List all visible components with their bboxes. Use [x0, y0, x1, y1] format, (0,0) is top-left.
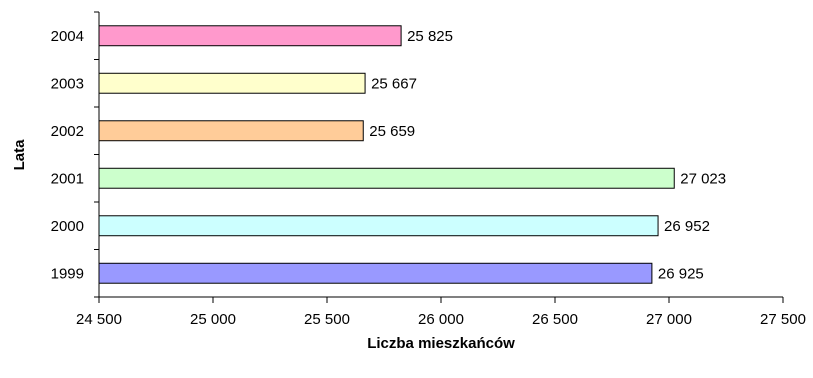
bars-group: 26 925 26 952 27 023 25 659 25 667 25 825 [98, 25, 726, 284]
bar-2002 [98, 120, 364, 142]
axes-group [98, 12, 783, 298]
bar-2001 [98, 167, 675, 189]
x-tick-label-25000: 25 000 [190, 311, 236, 328]
y-tick-label-1999: 1999 [51, 265, 84, 282]
y-ticks-group: 1999 2000 2001 2002 2003 2004 [51, 11, 99, 298]
bar-2003 [98, 72, 366, 94]
y-tick-label-2001: 2001 [51, 170, 84, 187]
data-label-2000: 26 952 [664, 218, 710, 235]
data-label-2003: 25 667 [371, 75, 417, 92]
bar-2000 [98, 215, 659, 237]
x-tick-label-27500: 27 500 [760, 311, 806, 328]
x-tick-label-24500: 24 500 [76, 311, 122, 328]
x-tick-label-26000: 26 000 [418, 311, 464, 328]
y-axis-title: Lata [11, 139, 28, 171]
x-ticks-group: 24 500 25 000 25 500 26 000 26 500 27 000 27 5… [76, 297, 806, 328]
y-tick-label-2004: 2004 [51, 28, 84, 45]
data-label-1999: 26 925 [658, 265, 704, 282]
data-label-2004: 25 825 [407, 28, 453, 45]
bar-1999 [98, 262, 653, 284]
x-tick-label-25500: 25 500 [304, 311, 350, 328]
x-axis-title: Liczba mieszkańców [367, 335, 515, 352]
data-label-2001: 27 023 [680, 170, 726, 187]
data-label-2002: 25 659 [369, 123, 415, 140]
x-tick-label-26500: 26 500 [532, 311, 578, 328]
y-tick-label-2002: 2002 [51, 123, 84, 140]
x-tick-label-27000: 27 000 [646, 311, 692, 328]
bar-2004 [98, 25, 402, 47]
y-tick-label-2003: 2003 [51, 75, 84, 92]
y-tick-label-2000: 2000 [51, 218, 84, 235]
